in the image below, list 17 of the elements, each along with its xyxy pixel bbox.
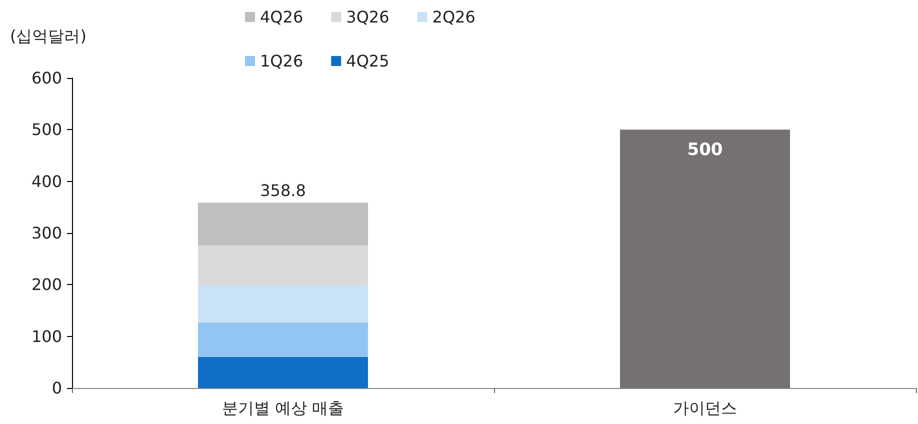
legend-label: 4Q25	[346, 52, 390, 70]
legend-label: 3Q26	[346, 8, 390, 26]
y-tick-label: 400	[31, 172, 62, 191]
y-tick-label: 0	[52, 378, 62, 398]
y-axis-title: (십억달러)	[10, 26, 86, 46]
x-tick-label: 가이던스	[673, 398, 737, 418]
y-tick-label: 200	[31, 275, 62, 294]
y-tick-label: 300	[31, 224, 62, 242]
y-tick-label: 500	[31, 120, 62, 140]
x-tick-label: 분기별 예상 매출	[222, 398, 344, 418]
data-label: 500	[687, 140, 723, 160]
legend-label: 1Q26	[260, 52, 304, 70]
legend-label: 4Q26	[260, 8, 304, 26]
legend-label: 2Q26	[432, 8, 476, 26]
y-tick-label: 100	[31, 326, 62, 346]
total-label: 358.8	[260, 181, 306, 200]
y-tick-label: 600	[31, 68, 62, 88]
